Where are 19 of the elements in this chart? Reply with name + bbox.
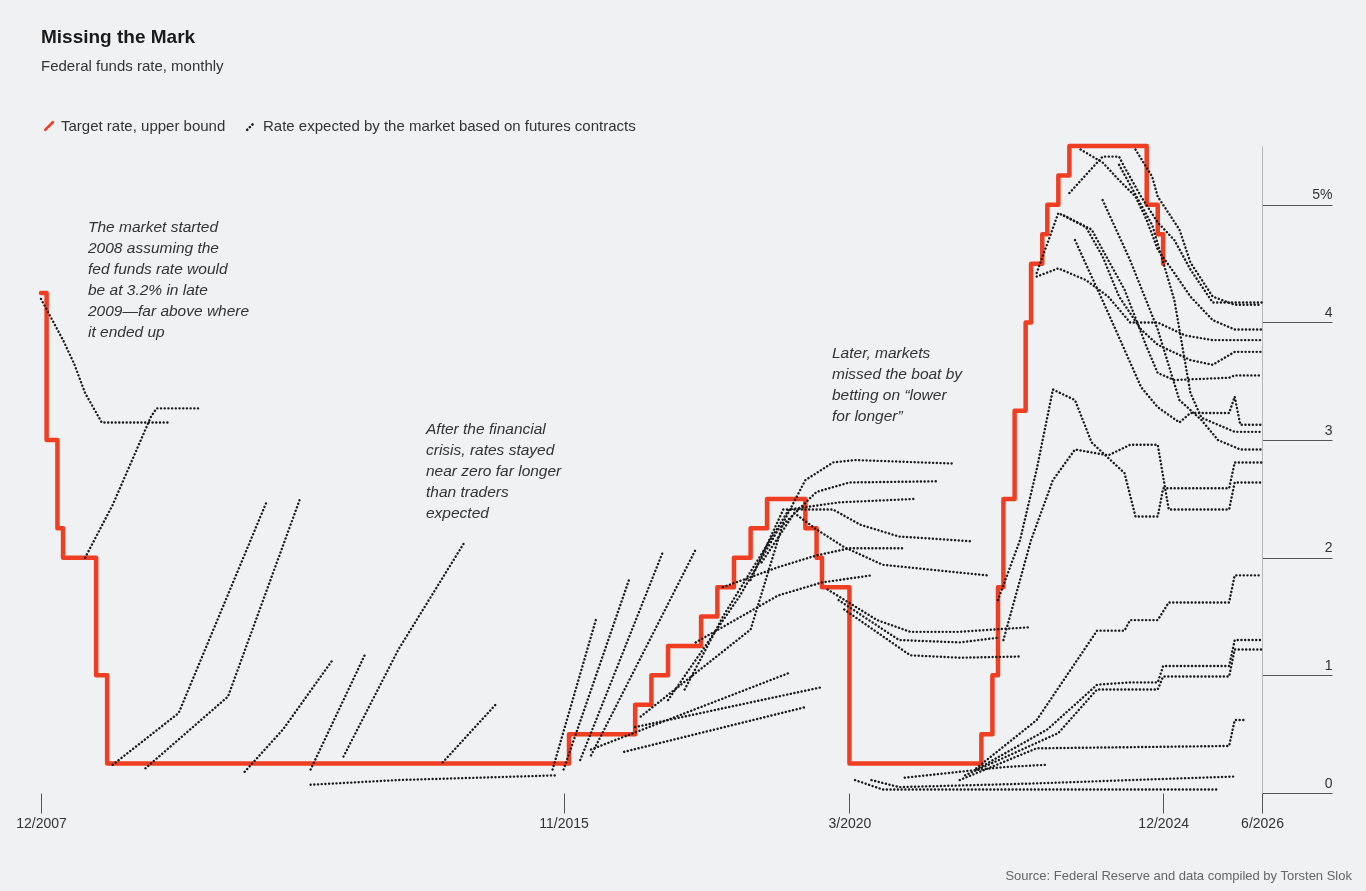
y-tick-label: 2 (1324, 539, 1333, 556)
legend-label: Target rate, upper bound (61, 117, 226, 134)
chart-title: Missing the Mark (41, 26, 196, 47)
x-tick-label: 12/2024 (1138, 814, 1190, 831)
annotation: The market started 2008 assuming the fed funds rate would be at 3.2% in late 2009—far above where it ended up (87, 218, 250, 340)
y-tick-label: 1 (1324, 656, 1333, 673)
x-tick-label: 11/2015 (539, 814, 590, 831)
annotation: After the financial crisis, rates stayed near zero far longer than traders expected (425, 420, 563, 521)
x-tick-label: 6/2026 (1241, 814, 1285, 831)
x-tick-label: 3/2020 (828, 814, 872, 831)
y-tick-label: 4 (1324, 303, 1333, 320)
y-tick-label: 3 (1324, 421, 1333, 438)
annotation: Later, markets missed the boat by betting on “lower for longer” (832, 344, 964, 424)
chart-subtitle: Federal funds rate, monthly (41, 57, 225, 74)
legend-label: Rate expected by the market based on futures contracts (263, 117, 636, 134)
y-tick-label: 5% (1312, 186, 1333, 203)
x-tick-label: 12/2007 (16, 814, 68, 831)
source-note: Source: Federal Reserve and data compiled by Torsten Slok (1005, 868, 1353, 883)
y-tick-label: 0 (1324, 774, 1333, 791)
